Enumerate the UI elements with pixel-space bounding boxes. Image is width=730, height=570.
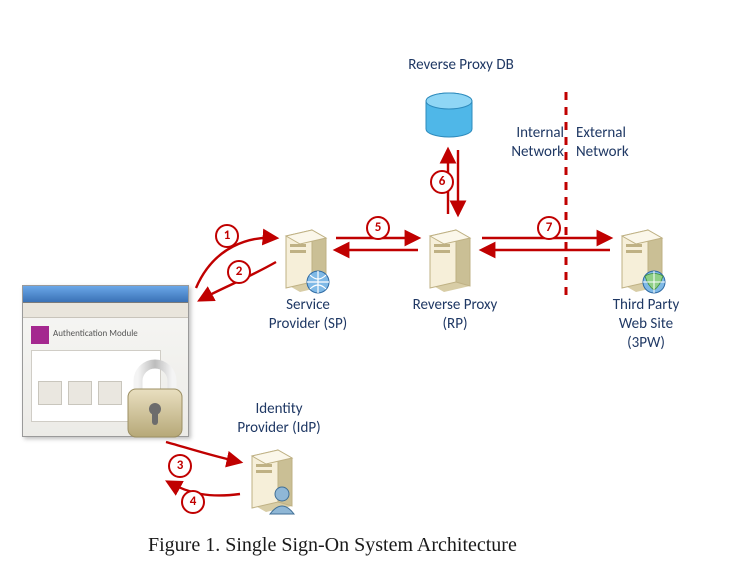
rp-label: Reverse Proxy(RP) — [400, 296, 510, 334]
auth-module-label: Authentication Module — [53, 328, 138, 339]
idp-label: IdentityProvider (IdP) — [224, 400, 334, 438]
service-provider-server-icon — [280, 226, 330, 296]
third-party-label: Third PartyWeb Site(3PW) — [596, 296, 696, 352]
step-6-badge: 6 — [430, 170, 454, 194]
step-2-badge: 2 — [227, 260, 251, 284]
step-1-badge: 1 — [215, 224, 239, 248]
arrow-a4 — [168, 482, 240, 496]
internal-network-label: InternalNetwork — [494, 124, 564, 162]
step-3-badge: 3 — [168, 454, 192, 478]
client-browser-window: Authentication Module — [22, 285, 189, 437]
identity-provider-server-icon — [246, 446, 296, 516]
reverse-proxy-db-label: Reverse Proxy DB — [376, 56, 546, 75]
database-icon — [424, 92, 474, 140]
sp-label: ServiceProvider (SP) — [258, 296, 358, 334]
external-network-label: ExternalNetwork — [576, 124, 646, 162]
step-7-badge: 7 — [537, 216, 561, 240]
reverse-proxy-server-icon — [424, 226, 474, 296]
diagram-canvas: Reverse Proxy DB InternalNetwork Externa… — [0, 0, 730, 570]
third-party-server-icon — [616, 226, 666, 296]
figure-caption: Figure 1. Single Sign-On System Architec… — [148, 534, 517, 557]
step-4-badge: 4 — [181, 490, 205, 514]
step-5-badge: 5 — [366, 216, 390, 240]
